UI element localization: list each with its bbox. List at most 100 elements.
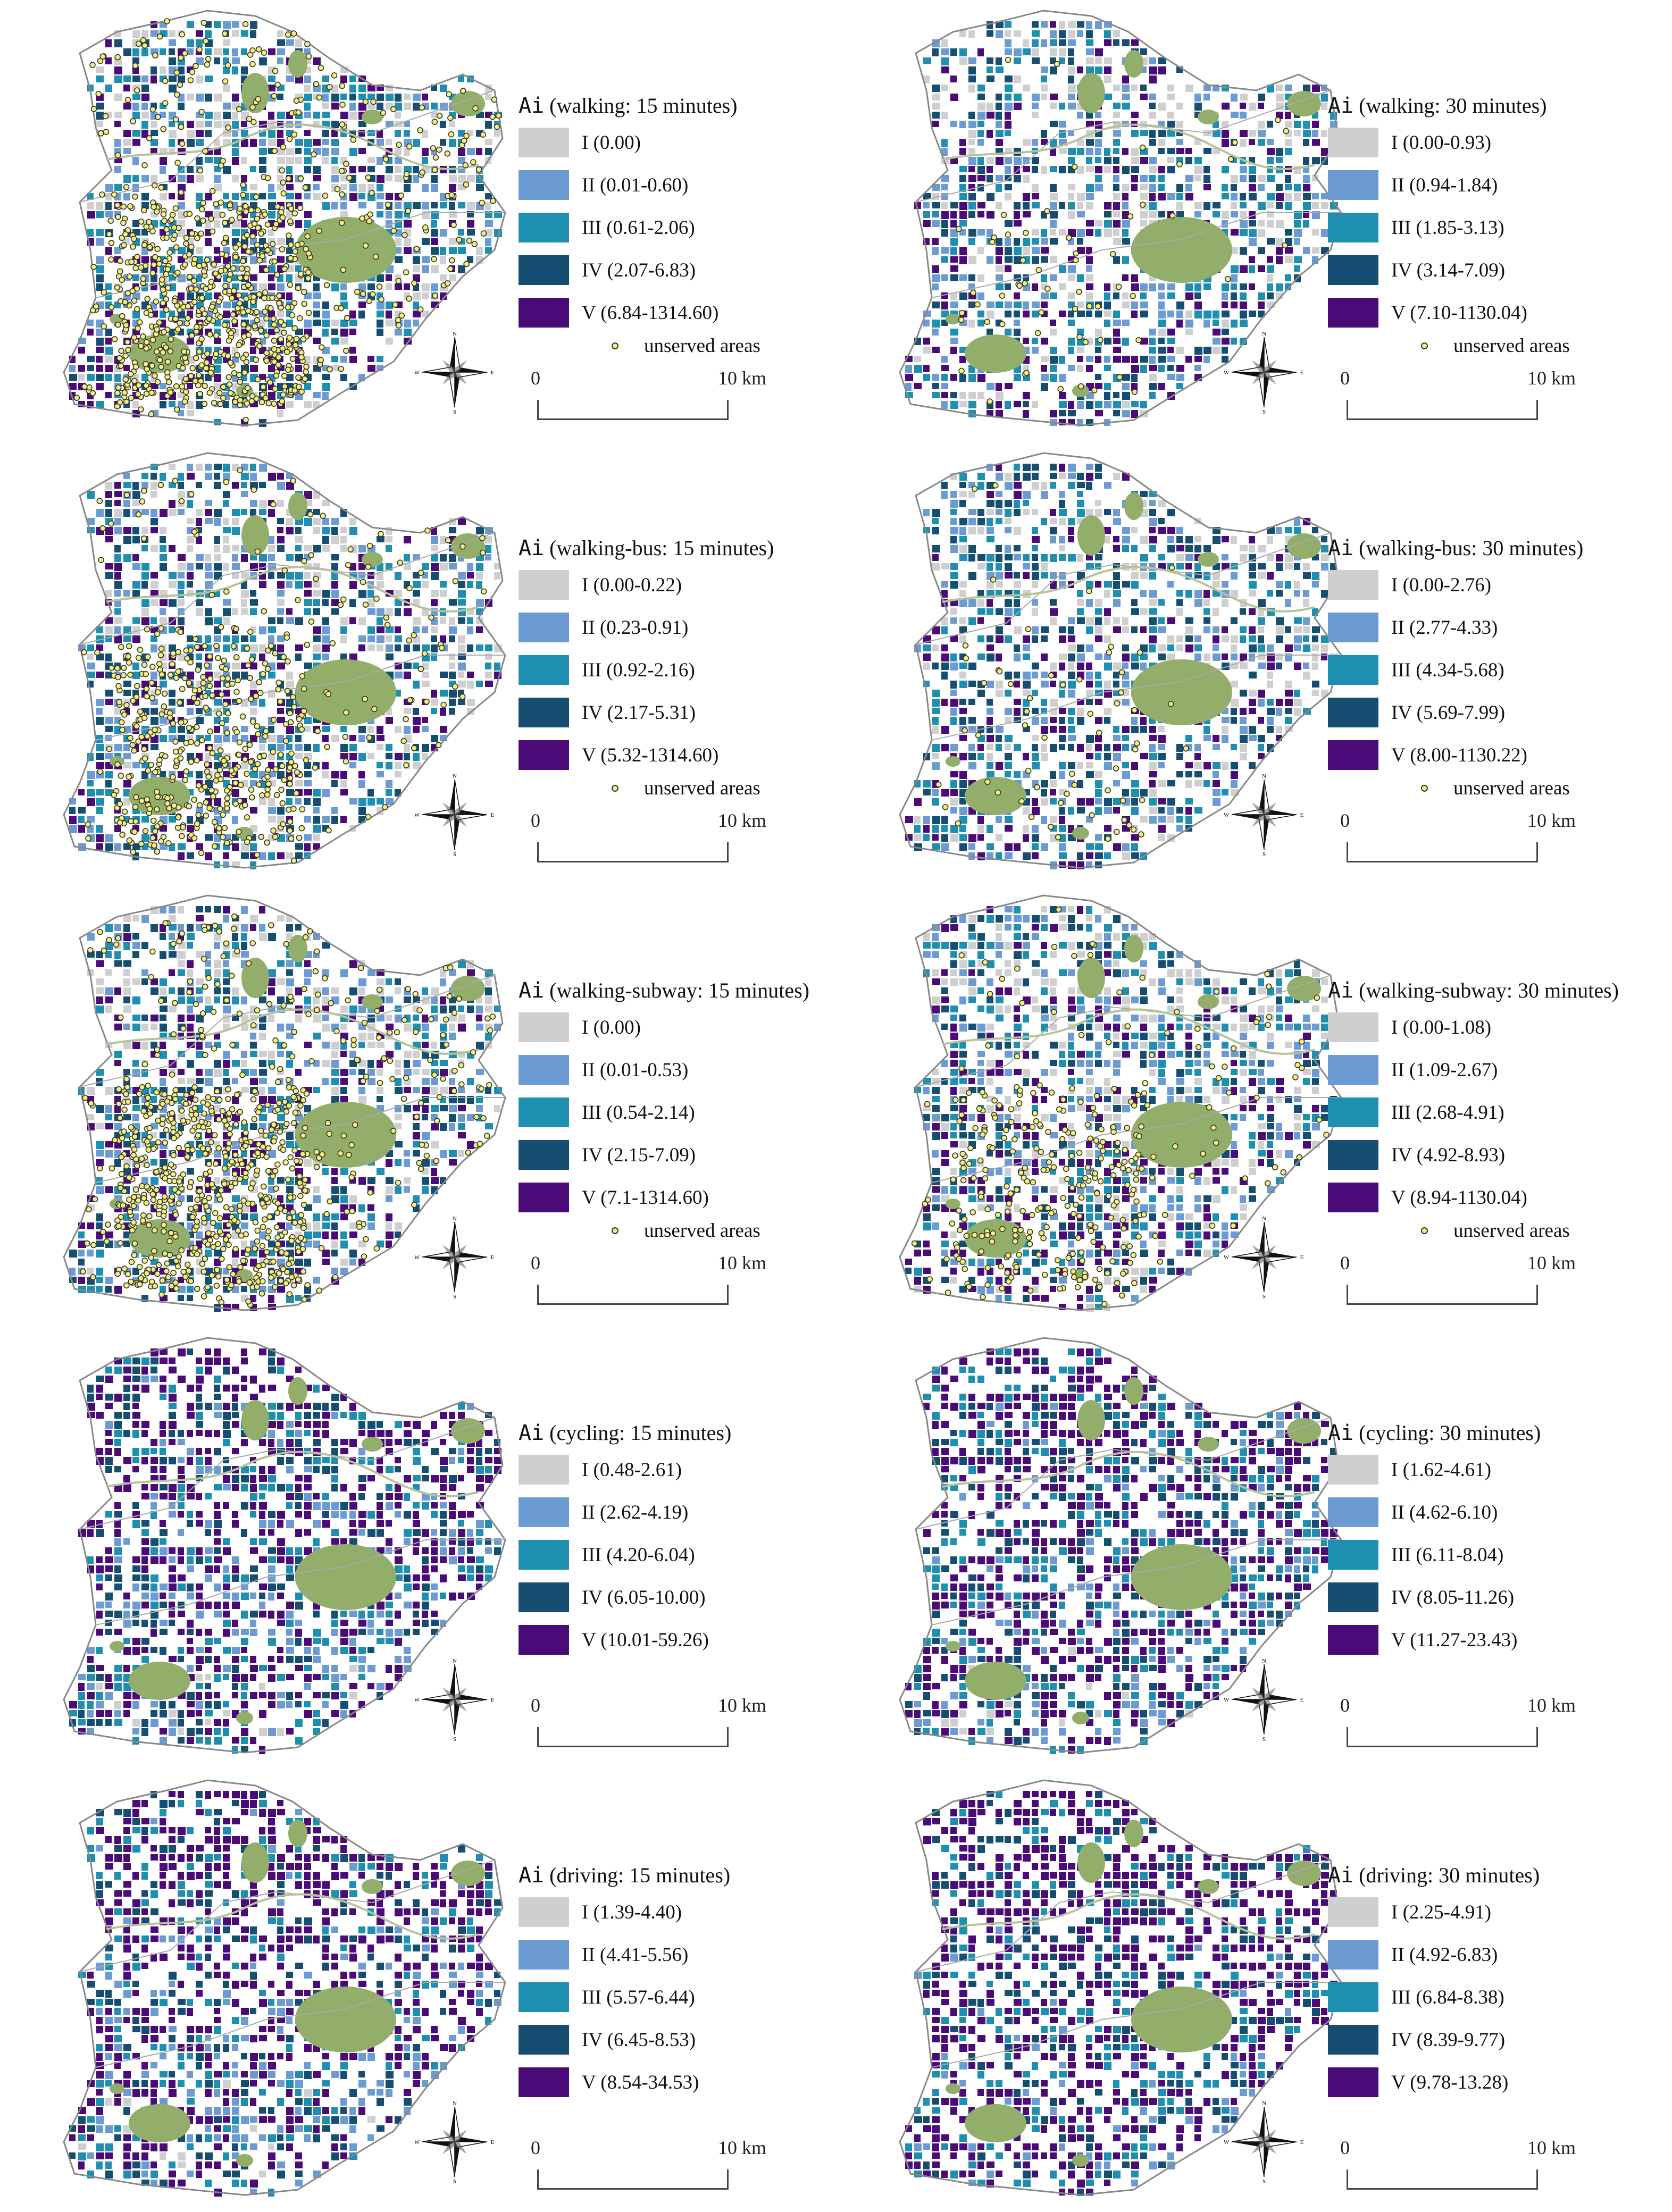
map-cell bbox=[1231, 283, 1237, 290]
study-area-boundary bbox=[899, 10, 1342, 426]
unserved-point bbox=[279, 398, 286, 405]
unserved-point bbox=[98, 557, 104, 563]
unserved-point bbox=[370, 98, 377, 105]
unserved-point bbox=[236, 300, 243, 307]
scale-bar-line bbox=[537, 842, 729, 862]
map-cell bbox=[141, 816, 149, 823]
map-cell bbox=[377, 211, 383, 217]
map-cell bbox=[96, 374, 104, 381]
map-cell bbox=[141, 563, 149, 571]
unserved-point bbox=[158, 276, 165, 283]
map-cell bbox=[1005, 130, 1011, 136]
map-cell bbox=[1222, 292, 1228, 300]
map-cell bbox=[313, 816, 320, 824]
map-cell bbox=[1249, 220, 1256, 227]
map-cell bbox=[1059, 57, 1065, 64]
map-cell bbox=[1167, 329, 1175, 336]
map-cell bbox=[449, 238, 457, 245]
unserved-point bbox=[271, 93, 278, 99]
map-cell bbox=[1113, 112, 1120, 118]
map-cell bbox=[1005, 39, 1011, 47]
map-cell bbox=[431, 626, 438, 633]
unserved-point bbox=[141, 42, 148, 49]
map-cell bbox=[268, 816, 276, 823]
map-cell bbox=[196, 30, 203, 37]
unserved-point bbox=[1005, 56, 1011, 63]
map-cell bbox=[440, 726, 447, 733]
map-cell bbox=[386, 626, 394, 633]
map-cell bbox=[295, 780, 303, 786]
unserved-point bbox=[237, 205, 243, 212]
map-cell bbox=[1131, 175, 1138, 182]
unserved-point bbox=[178, 123, 185, 130]
map-cell bbox=[950, 76, 957, 82]
map-cell bbox=[395, 572, 402, 580]
map-cell bbox=[1158, 139, 1165, 146]
map-cell bbox=[996, 383, 1002, 391]
map-cell bbox=[1276, 157, 1283, 163]
map-cell bbox=[259, 320, 265, 327]
unserved-point bbox=[196, 348, 203, 355]
map-cell bbox=[1014, 301, 1022, 308]
legend-title: Ai (walking: 30 minutes) bbox=[1328, 90, 1626, 121]
map-cell bbox=[1131, 401, 1139, 407]
green-space bbox=[1198, 110, 1219, 124]
unserved-point bbox=[1077, 383, 1084, 390]
map-cell bbox=[268, 274, 274, 281]
map-cell bbox=[1068, 274, 1075, 281]
unserved-point bbox=[174, 91, 180, 98]
unserved-point bbox=[265, 766, 272, 773]
unserved-point bbox=[130, 236, 137, 242]
unserved-point bbox=[228, 216, 235, 223]
map-cell bbox=[1014, 311, 1020, 317]
map-cell bbox=[485, 545, 491, 553]
map-cell bbox=[977, 554, 985, 561]
map-cell bbox=[1321, 148, 1329, 156]
unserved-point bbox=[320, 513, 327, 519]
map-cell bbox=[96, 265, 104, 273]
unserved-point bbox=[126, 837, 132, 844]
unserved-point bbox=[246, 741, 253, 748]
map-cell bbox=[178, 771, 184, 778]
map-cell bbox=[1249, 311, 1256, 317]
map-cell bbox=[241, 735, 248, 742]
map-cell bbox=[214, 184, 222, 191]
unserved-point bbox=[141, 488, 147, 494]
unserved-point bbox=[254, 548, 261, 555]
map-cell bbox=[932, 184, 940, 191]
map-cell bbox=[313, 807, 320, 814]
unserved-point bbox=[154, 246, 161, 253]
map-cell bbox=[458, 76, 464, 82]
map-cell bbox=[1158, 500, 1166, 507]
map-cell bbox=[1176, 211, 1184, 218]
map-cell bbox=[950, 509, 957, 515]
map-cell bbox=[1131, 374, 1138, 382]
unserved-point bbox=[312, 764, 319, 771]
map-cell bbox=[422, 717, 428, 723]
unserved-point bbox=[198, 108, 205, 115]
map-cell bbox=[367, 608, 375, 615]
map-cell bbox=[1240, 545, 1248, 551]
map-cell bbox=[1050, 320, 1056, 326]
unserved-point bbox=[153, 326, 160, 333]
map-cell bbox=[467, 211, 474, 217]
map-cell bbox=[968, 374, 976, 382]
map-cell bbox=[485, 681, 493, 687]
unserved-point bbox=[444, 150, 451, 157]
unserved-point bbox=[141, 241, 148, 248]
unserved-point bbox=[401, 232, 408, 238]
map-cell bbox=[1086, 157, 1092, 164]
map-cell bbox=[205, 238, 212, 246]
unserved-point bbox=[265, 781, 272, 787]
map-cell bbox=[277, 157, 285, 164]
map-cell bbox=[1086, 39, 1093, 46]
legend-swatch bbox=[519, 298, 569, 328]
map-cell bbox=[467, 617, 473, 624]
map-cell bbox=[395, 283, 402, 290]
map-cell bbox=[141, 527, 148, 534]
unserved-point bbox=[1097, 337, 1103, 343]
map-cell bbox=[422, 283, 430, 291]
map-cell bbox=[1032, 311, 1039, 317]
map-cell bbox=[1104, 211, 1111, 217]
unserved-point bbox=[447, 114, 454, 121]
